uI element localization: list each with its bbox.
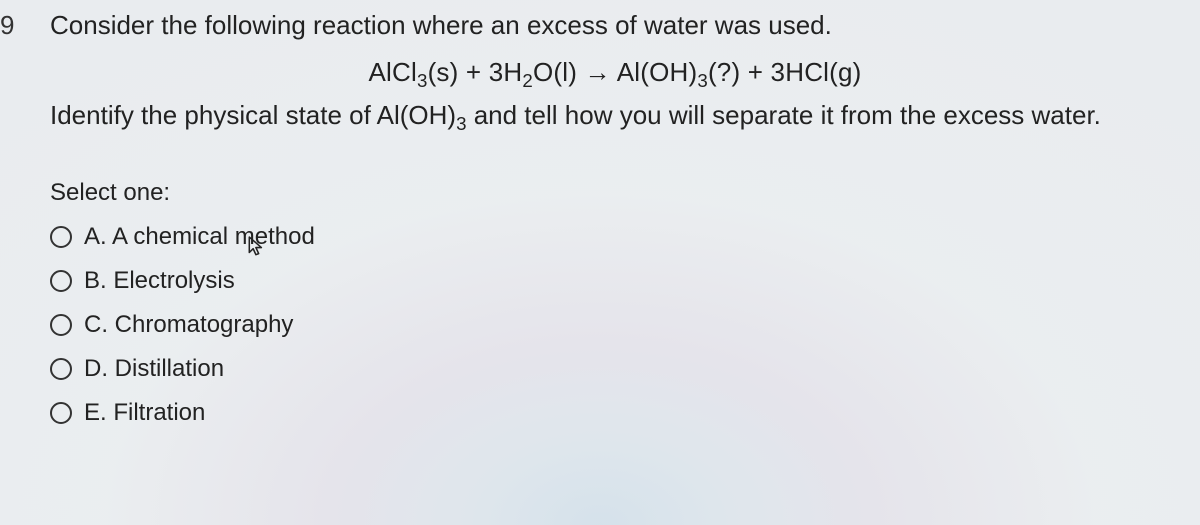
option-label: A. A chemical method	[84, 223, 315, 251]
radio-icon[interactable]	[50, 402, 72, 424]
intro-text: Consider the following reaction where an…	[50, 8, 1180, 43]
question-number: 9	[0, 10, 14, 41]
instr-b: and tell how you will separate it from t…	[466, 100, 1100, 130]
eq-lhs1-sub: 3	[417, 70, 428, 91]
eq-rhs1-state: (?) + 3HCl(g)	[708, 57, 862, 87]
option-label: E. Filtration	[84, 399, 205, 427]
question-instruction: Identify the physical state of Al(OH)3 a…	[50, 98, 1180, 133]
option-label: D. Distillation	[84, 355, 224, 383]
options-group: A. A chemical method B. Electrolysis C. …	[50, 223, 1180, 427]
radio-icon[interactable]	[50, 270, 72, 292]
radio-icon[interactable]	[50, 358, 72, 380]
option-label: B. Electrolysis	[84, 267, 235, 295]
radio-icon[interactable]	[50, 226, 72, 248]
option-d[interactable]: D. Distillation	[50, 355, 1180, 383]
eq-lhs1-state: (s) + 3H	[428, 57, 523, 87]
instr-a: Identify the physical state of Al(OH)	[50, 100, 456, 130]
option-a[interactable]: A. A chemical method	[50, 223, 1180, 251]
option-b[interactable]: B. Electrolysis	[50, 267, 1180, 295]
chemical-equation: AlCl3(s) + 3H2O(l) → Al(OH)3(?) + 3HCl(g…	[50, 57, 1180, 88]
eq-h2o-sub: 2	[522, 70, 533, 91]
eq-rhs1-sub: 3	[697, 70, 708, 91]
eq-lhs1: AlCl	[368, 57, 416, 87]
option-e[interactable]: E. Filtration	[50, 399, 1180, 427]
select-one-prompt: Select one:	[50, 179, 1180, 207]
eq-mid: O(l) → Al(OH)	[533, 57, 697, 87]
option-c[interactable]: C. Chromatography	[50, 311, 1180, 339]
question-body: Consider the following reaction where an…	[50, 8, 1180, 443]
instr-sub: 3	[456, 113, 466, 134]
option-label: C. Chromatography	[84, 311, 293, 339]
radio-icon[interactable]	[50, 314, 72, 336]
